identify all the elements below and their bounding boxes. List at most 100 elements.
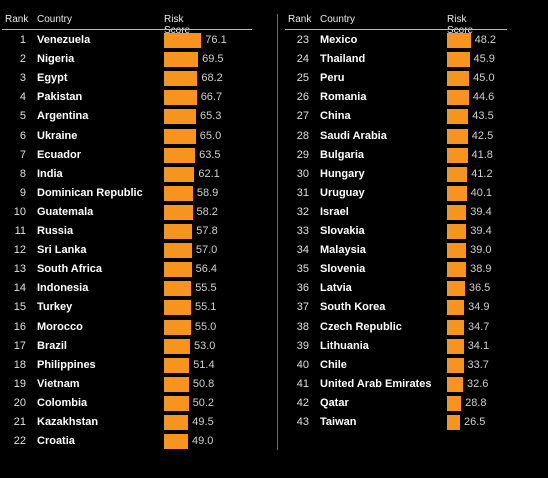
risk-score-value: 32.6: [467, 377, 489, 390]
risk-score-bar: [164, 262, 192, 278]
rank-cell: 24: [296, 53, 309, 66]
country-label: China: [320, 110, 351, 123]
rank-cell: 16: [13, 320, 26, 333]
header-rank: Rank: [288, 14, 312, 25]
table-row: 13 South Africa 56.4: [0, 260, 260, 279]
risk-score-value: 76.1: [205, 34, 227, 46]
country-label: Peru: [320, 72, 345, 85]
risk-score-value: 68.2: [201, 72, 223, 85]
table-row: 9 Dominican Republic 58.9: [0, 184, 260, 203]
risk-score-value: 57.0: [195, 244, 218, 257]
country-label: Romania: [320, 91, 367, 104]
rank-cell: 35: [296, 263, 309, 276]
risk-score-bar: [164, 185, 193, 201]
country-label: Mexico: [320, 34, 358, 46]
table-row: 39 Lithuania 34.1: [283, 337, 543, 356]
rank-cell: 9: [19, 186, 26, 199]
risk-score-value: 38.9: [470, 263, 492, 276]
country-label: Ukraine: [37, 129, 78, 142]
risk-score-bar: [447, 185, 467, 201]
rank-cell: 38: [296, 320, 309, 333]
table-row: 35 Slovenia 38.9: [283, 260, 543, 279]
rank-cell: 41: [296, 377, 309, 390]
risk-score-bar: [164, 338, 190, 354]
risk-score-bar: [164, 33, 202, 48]
country-label: Nigeria: [37, 53, 75, 66]
table-row: 43 Taiwan 26.5: [283, 413, 543, 432]
risk-score-bar: [164, 204, 193, 220]
table-row: 40 Chile 33.7: [283, 356, 543, 375]
risk-score-value: 48.2: [474, 34, 497, 46]
country-label: Turkey: [37, 301, 73, 314]
rank-cell: 10: [13, 205, 26, 218]
risk-score-bar: [164, 128, 196, 144]
risk-score-bar: [447, 281, 465, 297]
rank-cell: 32: [296, 205, 309, 218]
risk-score-value: 55.1: [195, 301, 217, 314]
table-row: 2 Nigeria 69.5: [0, 50, 260, 69]
risk-score-value: 33.7: [467, 358, 489, 371]
header-risk-score: Risk Score: [164, 14, 191, 36]
country-label: Russia: [37, 225, 74, 237]
table-row: 25 Peru 45.0: [283, 69, 543, 88]
table-row: 29 Bulgaria 41.8: [283, 146, 543, 165]
table-row: 31 Uruguay 40.1: [283, 184, 543, 203]
risk-score-bar: [447, 415, 460, 430]
column-divider: [277, 14, 278, 450]
country-label: Brazil: [37, 339, 67, 352]
rank-cell: 18: [13, 358, 26, 371]
rank-cell: 19: [13, 377, 26, 390]
risk-score-bar: [164, 357, 190, 373]
rank-cell: 28: [296, 129, 309, 142]
rank-cell: 22: [13, 435, 26, 448]
country-label: Vietnam: [37, 377, 80, 390]
risk-score-bar: [447, 395, 462, 411]
risk-score-bar: [164, 71, 198, 87]
table-row: 20 Colombia 50.2: [0, 394, 260, 413]
risk-score-bar: [164, 434, 188, 450]
risk-score-bar: [164, 52, 199, 68]
risk-score-value: 51.4: [193, 358, 215, 371]
risk-score-value: 45.9: [473, 53, 495, 66]
header-rule: [285, 29, 507, 30]
country-label: Slovakia: [320, 225, 365, 237]
risk-score-bar: [447, 224, 467, 239]
table-row: 27 China 43.5: [283, 107, 543, 126]
country-label: Latvia: [320, 282, 352, 295]
table-row: 8 India 62.1: [0, 165, 260, 184]
rank-cell: 27: [296, 110, 309, 123]
risk-score-value: 62.1: [198, 167, 220, 180]
country-label: India: [37, 167, 63, 180]
rank-cell: 34: [296, 244, 309, 257]
risk-score-value: 45.0: [473, 72, 495, 85]
risk-score-bar: [447, 262, 467, 278]
country-label: Pakistan: [37, 91, 83, 104]
risk-score-value: 53.0: [194, 339, 216, 352]
table-row: 24 Thailand 45.9: [283, 50, 543, 69]
risk-score-value: 66.7: [200, 91, 223, 104]
rank-cell: 40: [296, 358, 309, 371]
country-label: Bulgaria: [320, 148, 365, 161]
risk-score-value: 56.4: [195, 263, 218, 276]
table-row: 11 Russia 57.8: [0, 222, 260, 241]
risk-score-bar: [164, 415, 189, 430]
rank-cell: 12: [13, 244, 26, 257]
table-row: 30 Hungary 41.2: [283, 165, 543, 184]
risk-score-value: 58.9: [196, 186, 219, 199]
header-rule: [2, 29, 252, 30]
risk-score-value: 39.0: [470, 244, 492, 257]
country-label: Taiwan: [320, 416, 357, 428]
risk-score-value: 69.5: [202, 53, 224, 66]
country-label: Lithuania: [320, 339, 369, 352]
table-row: 34 Malaysia 39.0: [283, 241, 543, 260]
risk-score-bar: [447, 357, 464, 373]
table-row: 22 Croatia 49.0: [0, 432, 260, 451]
country-label: Guatemala: [37, 205, 94, 218]
risk-score-value: 65.0: [199, 129, 222, 142]
risk-score-bar: [447, 243, 467, 259]
table-row: 14 Indonesia 55.5: [0, 279, 260, 298]
rank-cell: 2: [19, 53, 26, 66]
risk-score-bar: [447, 33, 471, 48]
header-country: Country: [37, 14, 73, 25]
country-label: Uruguay: [320, 186, 365, 199]
